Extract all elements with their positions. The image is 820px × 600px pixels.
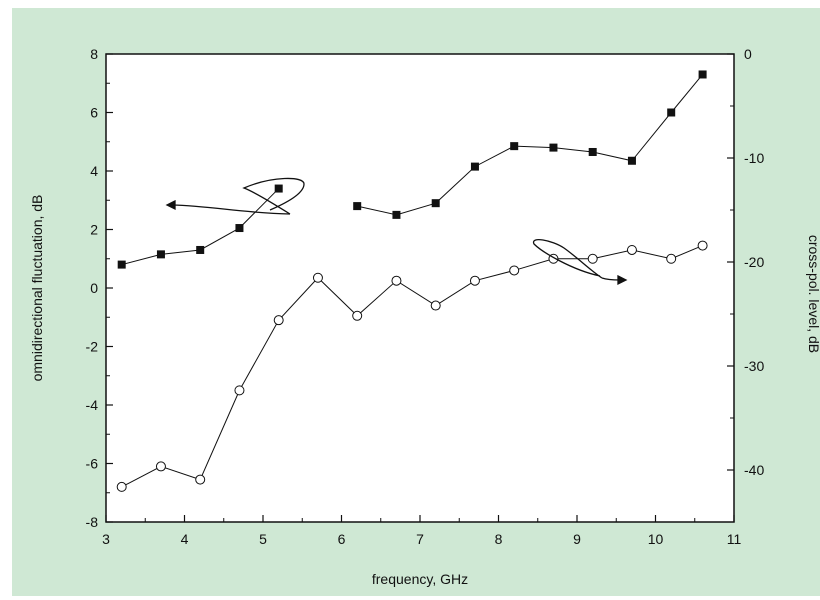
series-2-point: [469, 275, 480, 286]
series-2-point: [626, 244, 637, 255]
series-2-point: [273, 315, 284, 326]
x-tick-label: 8: [495, 531, 503, 547]
series-1-point: [235, 224, 244, 233]
right-y-tick-label: 0: [744, 46, 752, 62]
x-tick-label: 6: [338, 531, 346, 547]
series-2-point: [666, 253, 677, 264]
x-tick-label: 11: [727, 531, 742, 547]
series-2-point: [352, 310, 363, 321]
right-y-axis-title: cross-pol. level, dB: [806, 235, 820, 353]
series-2-line: [121, 245, 703, 488]
plot-area: [105, 53, 735, 523]
right-y-tick-label: -30: [744, 358, 764, 374]
x-tick-label: 4: [181, 531, 189, 547]
x-tick-label: 7: [416, 531, 424, 547]
series-1-point: [274, 184, 283, 193]
left-y-tick-label: 4: [90, 163, 98, 179]
series-1-point: [196, 245, 205, 254]
series-2-point: [116, 481, 127, 492]
series-1-point: [117, 260, 126, 269]
series-1-point: [588, 147, 597, 156]
right-y-tick-label: -20: [744, 254, 764, 270]
chart-panel: 3 4 5 6 7 8 9 10 11 -8 -6 -4 -2 0 2 4 6 8 -40 -30 -20 -10 0 fr…: [12, 8, 820, 596]
series-2-point: [509, 265, 520, 276]
left-axis-arrow-annotation: [165, 177, 305, 215]
series-2-point: [155, 461, 166, 472]
right-y-tick-label: -10: [744, 150, 764, 166]
left-y-tick-label: -2: [86, 339, 99, 355]
series-2-point: [697, 240, 708, 251]
series-1-line: [357, 74, 703, 216]
series-1-point: [431, 199, 440, 208]
series-2-point: [312, 272, 323, 283]
left-y-tick-label: 8: [90, 46, 98, 62]
x-axis-title: frequency, GHz: [372, 571, 468, 587]
series-1-point: [667, 108, 676, 117]
x-tick-label: 3: [102, 531, 110, 547]
right-y-tick-label: -40: [744, 462, 764, 478]
x-tick-label: 9: [573, 531, 581, 547]
series-1-point: [698, 70, 707, 79]
left-y-axis-title: omnidirectional fluctuation, dB: [29, 195, 45, 382]
x-tick-label: 5: [259, 531, 267, 547]
series-2-point: [587, 253, 598, 264]
left-y-tick-label: -8: [86, 514, 99, 530]
x-tick-label: 10: [648, 531, 664, 547]
series-2-point: [430, 300, 441, 311]
series-2-point: [195, 474, 206, 485]
series-1-point: [353, 202, 362, 211]
series-1-point: [392, 210, 401, 219]
right-axis-arrow-annotation: [532, 238, 628, 286]
left-y-tick-label: 6: [90, 105, 98, 121]
series-1-point: [627, 156, 636, 165]
left-y-tick-label: -4: [86, 397, 99, 413]
series-1-point: [510, 142, 519, 151]
data-layer: [116, 70, 708, 492]
left-y-tick-label: 0: [90, 280, 98, 296]
series-1-point: [156, 250, 165, 259]
series-1-point: [549, 143, 558, 152]
left-y-tick-label: 2: [90, 222, 98, 238]
series-2-point: [234, 385, 245, 396]
series-1-point: [470, 162, 479, 171]
series-2-point: [391, 275, 402, 286]
left-y-tick-label: -6: [86, 456, 99, 472]
